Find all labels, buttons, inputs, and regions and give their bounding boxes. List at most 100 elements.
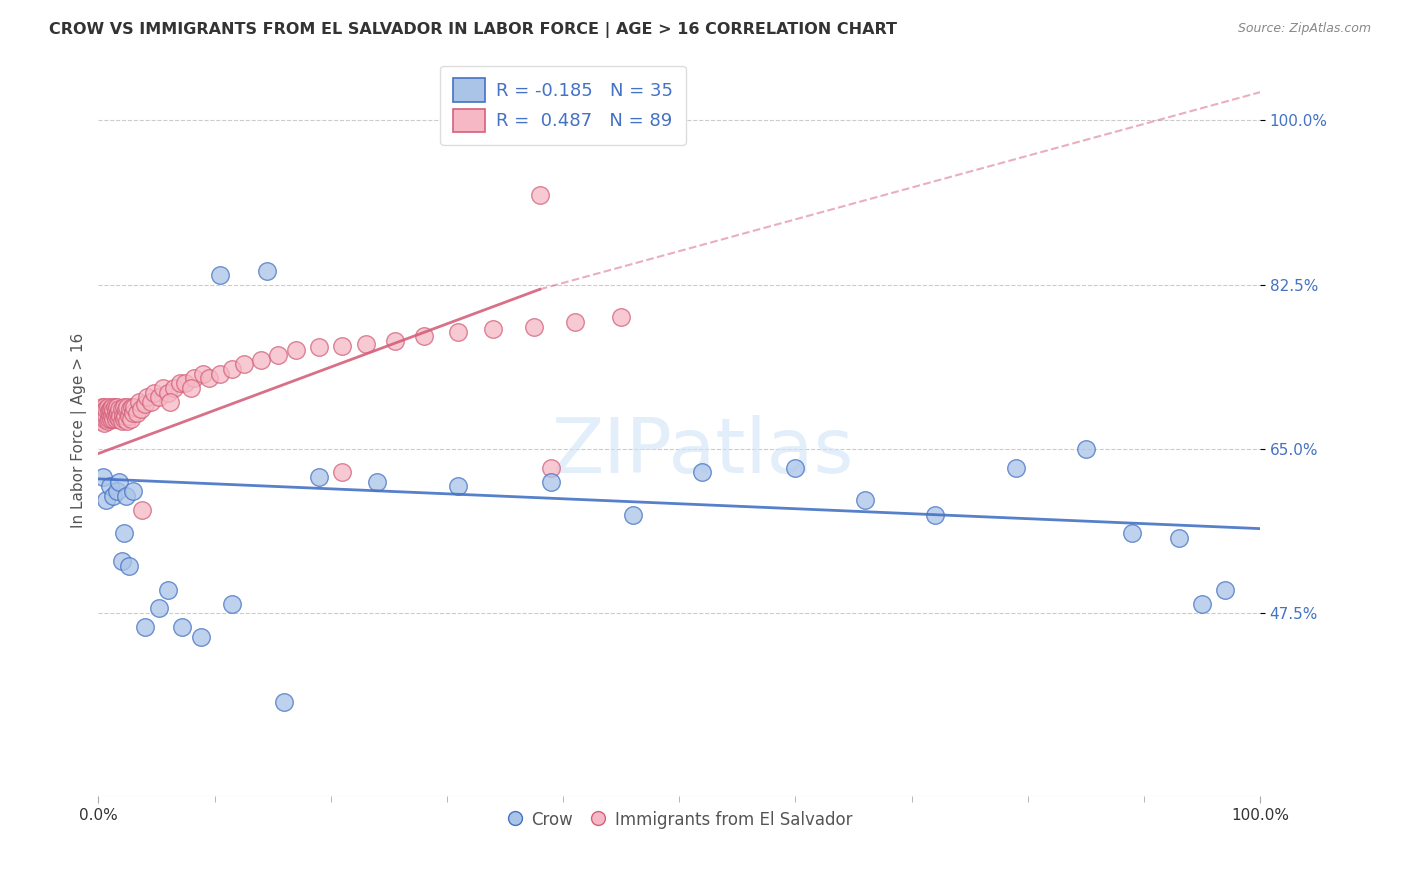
Point — [120, 412, 142, 426]
Point — [125, 406, 148, 420]
Point — [91, 470, 114, 484]
Point — [90, 406, 112, 420]
Point — [97, 412, 120, 426]
Point — [110, 409, 132, 423]
Point — [366, 475, 388, 489]
Point — [1167, 531, 1189, 545]
Point — [105, 400, 128, 414]
Point — [115, 489, 138, 503]
Y-axis label: In Labor Force | Age > 16: In Labor Force | Age > 16 — [72, 333, 87, 528]
Point — [1191, 597, 1213, 611]
Point — [96, 402, 118, 417]
Point — [112, 400, 135, 414]
Point — [159, 395, 181, 409]
Point — [924, 508, 946, 522]
Point — [93, 416, 115, 430]
Point — [1074, 442, 1097, 456]
Point — [1213, 582, 1236, 597]
Point — [610, 310, 633, 325]
Point — [112, 526, 135, 541]
Legend: Crow, Immigrants from El Salvador: Crow, Immigrants from El Salvador — [499, 804, 859, 835]
Point — [96, 493, 118, 508]
Point — [148, 390, 170, 404]
Point — [104, 412, 127, 426]
Point — [110, 402, 132, 417]
Point — [108, 402, 131, 417]
Point — [121, 400, 143, 414]
Point — [112, 412, 135, 426]
Point — [90, 414, 112, 428]
Point — [117, 559, 139, 574]
Point — [564, 315, 586, 329]
Point — [91, 412, 114, 426]
Point — [136, 390, 159, 404]
Point — [105, 409, 128, 423]
Point — [250, 352, 273, 367]
Text: CROW VS IMMIGRANTS FROM EL SALVADOR IN LABOR FORCE | AGE > 16 CORRELATION CHART: CROW VS IMMIGRANTS FROM EL SALVADOR IN L… — [49, 22, 897, 38]
Point — [384, 334, 406, 348]
Point — [103, 412, 125, 426]
Point — [183, 371, 205, 385]
Point — [101, 400, 124, 414]
Point — [354, 336, 377, 351]
Point — [221, 362, 243, 376]
Point — [330, 465, 353, 479]
Point — [412, 329, 434, 343]
Point — [447, 479, 470, 493]
Point — [104, 403, 127, 417]
Point — [97, 400, 120, 414]
Point — [308, 341, 330, 355]
Point — [94, 403, 117, 417]
Point — [89, 409, 111, 423]
Point — [115, 402, 138, 417]
Point — [256, 263, 278, 277]
Point — [209, 367, 232, 381]
Point — [1005, 460, 1028, 475]
Point — [108, 412, 131, 426]
Point — [100, 412, 122, 426]
Point — [128, 395, 150, 409]
Point — [93, 409, 115, 423]
Point — [96, 409, 118, 423]
Point — [110, 554, 132, 568]
Point — [191, 367, 214, 381]
Point — [169, 376, 191, 391]
Point — [103, 489, 125, 503]
Point — [104, 400, 127, 414]
Point — [157, 582, 180, 597]
Point — [621, 508, 644, 522]
Point — [131, 503, 153, 517]
Point — [853, 493, 876, 508]
Text: Source: ZipAtlas.com: Source: ZipAtlas.com — [1237, 22, 1371, 36]
Point — [148, 601, 170, 615]
Point — [139, 395, 162, 409]
Point — [152, 381, 174, 395]
Point — [124, 400, 146, 414]
Point — [93, 400, 115, 414]
Point — [98, 479, 121, 493]
Point — [104, 409, 127, 423]
Point — [107, 406, 129, 420]
Point — [97, 404, 120, 418]
Point — [170, 620, 193, 634]
Point — [209, 268, 232, 283]
Point — [97, 414, 120, 428]
Point — [117, 414, 139, 428]
Point — [114, 409, 136, 423]
Point — [94, 412, 117, 426]
Point — [692, 465, 714, 479]
Point — [117, 400, 139, 414]
Point — [134, 620, 156, 634]
Point — [785, 460, 807, 475]
Point — [101, 409, 124, 423]
Point — [540, 460, 562, 475]
Point — [180, 381, 202, 395]
Point — [232, 357, 254, 371]
Point — [540, 475, 562, 489]
Point — [134, 397, 156, 411]
Point — [111, 409, 134, 423]
Point — [105, 484, 128, 499]
Point — [98, 409, 121, 423]
Point — [108, 475, 131, 489]
Point — [117, 409, 139, 423]
